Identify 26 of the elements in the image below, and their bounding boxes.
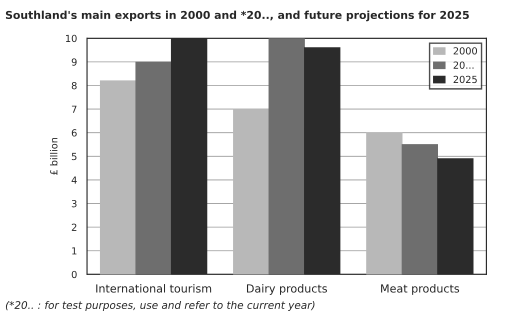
y-tick-label: 6 [72,129,77,137]
y-tick-label: 10 [66,34,77,42]
y-axis-title: £ billion [50,138,58,175]
y-tick-label: 1 [72,247,76,254]
bar [135,61,172,274]
y-tick-label: 7 [72,106,76,113]
bar [268,38,305,274]
y-tick-label: 5 [72,152,76,160]
y-tick-label: 4 [72,176,77,184]
bar [402,144,438,274]
y-tick-label: 3 [72,200,77,208]
y-tick-label: 9 [72,58,77,66]
text: (*20.. : for test purposes, use and refer to the current year) [6,300,314,312]
legend-label: 2000 [454,47,478,55]
bar [366,132,403,274]
y-tick-label: 0 [72,270,77,278]
y-tick-label: 2 [72,224,76,231]
x-tick-label: International tourism [96,284,212,293]
y-tick-label: 8 [72,82,77,90]
x-tick-label: Dairy products [246,284,327,295]
legend-label: 20... [454,61,474,69]
bar [100,80,136,274]
chart-title: Southland's main exports in 2000 and *20.., and future projections for 2025 [6,10,469,22]
bar [233,108,270,274]
legend-label: 2025 [454,76,477,84]
x-tick-label: Meat products [381,284,460,295]
